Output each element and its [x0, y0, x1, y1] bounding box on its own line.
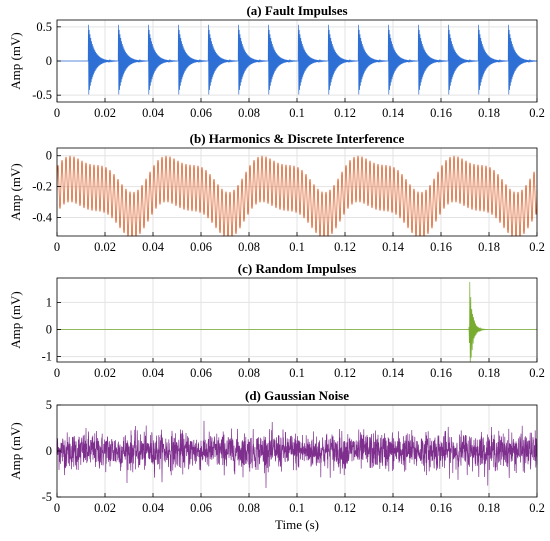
y-tick-label: -0.2 — [32, 180, 52, 194]
x-tick-label: 0.16 — [430, 366, 452, 380]
x-tick-label: 0 — [54, 366, 60, 380]
x-tick-label: 0.16 — [430, 106, 452, 120]
x-tick-label: 0.04 — [142, 501, 165, 515]
x-tick-label: 0.14 — [382, 501, 405, 515]
x-tick-label: 0.14 — [382, 240, 405, 254]
x-tick-label: 0.16 — [430, 501, 452, 515]
y-tick-label: 1 — [46, 295, 52, 309]
series-line — [57, 282, 537, 363]
x-tick-label: 0.12 — [334, 106, 356, 120]
x-tick-label: 0.18 — [478, 366, 500, 380]
x-tick-label: 0.08 — [238, 240, 260, 254]
chart-title: (b) Harmonics & Discrete Interference — [190, 131, 405, 146]
y-tick-label: 0 — [46, 322, 52, 336]
x-tick-label: 0.12 — [334, 366, 356, 380]
y-axis-label: Amp (mV) — [8, 32, 23, 89]
x-tick-label: 0.18 — [478, 240, 500, 254]
chart-title: (d) Gaussian Noise — [245, 388, 349, 403]
x-tick-label: 0.06 — [190, 106, 212, 120]
x-tick-label: 0.18 — [478, 501, 500, 515]
x-tick-label: 0.02 — [94, 106, 116, 120]
y-tick-label: 0 — [46, 444, 52, 458]
chart-title: (a) Fault Impulses — [246, 3, 347, 18]
x-tick-label: 0.2 — [529, 366, 545, 380]
x-tick-label: 0.14 — [382, 106, 405, 120]
x-tick-label: 0.2 — [529, 501, 545, 515]
series-line — [56, 420, 538, 489]
x-tick-label: 0.04 — [142, 366, 165, 380]
y-axis-label: Amp (mV) — [8, 163, 23, 220]
x-tick-label: 0.1 — [289, 240, 305, 254]
y-axis-label: Amp (mV) — [8, 291, 23, 348]
x-tick-label: 0 — [54, 240, 60, 254]
x-tick-label: 0.02 — [94, 240, 116, 254]
chart-title: (c) Random Impulses — [238, 261, 356, 276]
x-tick-label: 0.2 — [529, 240, 545, 254]
y-tick-label: 0.5 — [36, 20, 52, 34]
x-tick-label: 0.06 — [190, 501, 212, 515]
y-tick-label: -0.4 — [32, 210, 53, 224]
y-tick-label: 0 — [46, 149, 52, 163]
x-tick-label: 0.02 — [94, 501, 116, 515]
x-tick-label: 0.04 — [142, 240, 165, 254]
chart-panel-1: 0 0.02 0.04 0.06 0.08 0.1 0.12 0.14 0.16 0.18 0.2 0… — [8, 3, 545, 120]
x-tick-label: 0.08 — [238, 501, 260, 515]
y-axis-label: Amp (mV) — [8, 422, 23, 479]
series-line — [57, 24, 538, 95]
chart-panel-3: 0 0.02 0.04 0.06 0.08 0.1 0.12 0.14 0.16 0.18 0.2 1… — [8, 261, 545, 380]
x-tick-label: 0 — [54, 501, 60, 515]
y-tick-label: -1 — [42, 350, 52, 364]
x-tick-label: 0.1 — [289, 106, 305, 120]
x-tick-label: 0.12 — [334, 240, 356, 254]
x-tick-label: 0.08 — [238, 106, 260, 120]
y-tick-label: 0 — [46, 54, 52, 68]
y-tick-label: 5 — [46, 398, 52, 412]
x-tick-label: 0 — [54, 106, 60, 120]
x-tick-label: 0.08 — [238, 366, 260, 380]
x-tick-label: 0.06 — [190, 366, 212, 380]
y-tick-label: -5 — [42, 490, 52, 504]
x-tick-label: 0.2 — [529, 106, 545, 120]
chart-panel-4: 0 0.02 0.04 0.06 0.08 0.1 0.12 0.14 0.16 0.18 0.2 5… — [8, 388, 545, 532]
x-tick-label: 0.14 — [382, 366, 405, 380]
chart-panel-2: 0 0.02 0.04 0.06 0.08 0.1 0.12 0.14 0.16 0.18 0.2 0… — [8, 131, 545, 254]
x-tick-label: 0.1 — [289, 366, 305, 380]
x-axis-label: Time (s) — [275, 517, 319, 532]
x-tick-label: 0.16 — [430, 240, 452, 254]
series-line — [56, 155, 538, 237]
x-tick-label: 0.1 — [289, 501, 305, 515]
x-tick-label: 0.18 — [478, 106, 500, 120]
x-tick-label: 0.04 — [142, 106, 165, 120]
x-tick-label: 0.12 — [334, 501, 356, 515]
y-tick-label: -0.5 — [32, 88, 52, 102]
x-tick-label: 0.06 — [190, 240, 212, 254]
x-tick-label: 0.02 — [94, 366, 116, 380]
